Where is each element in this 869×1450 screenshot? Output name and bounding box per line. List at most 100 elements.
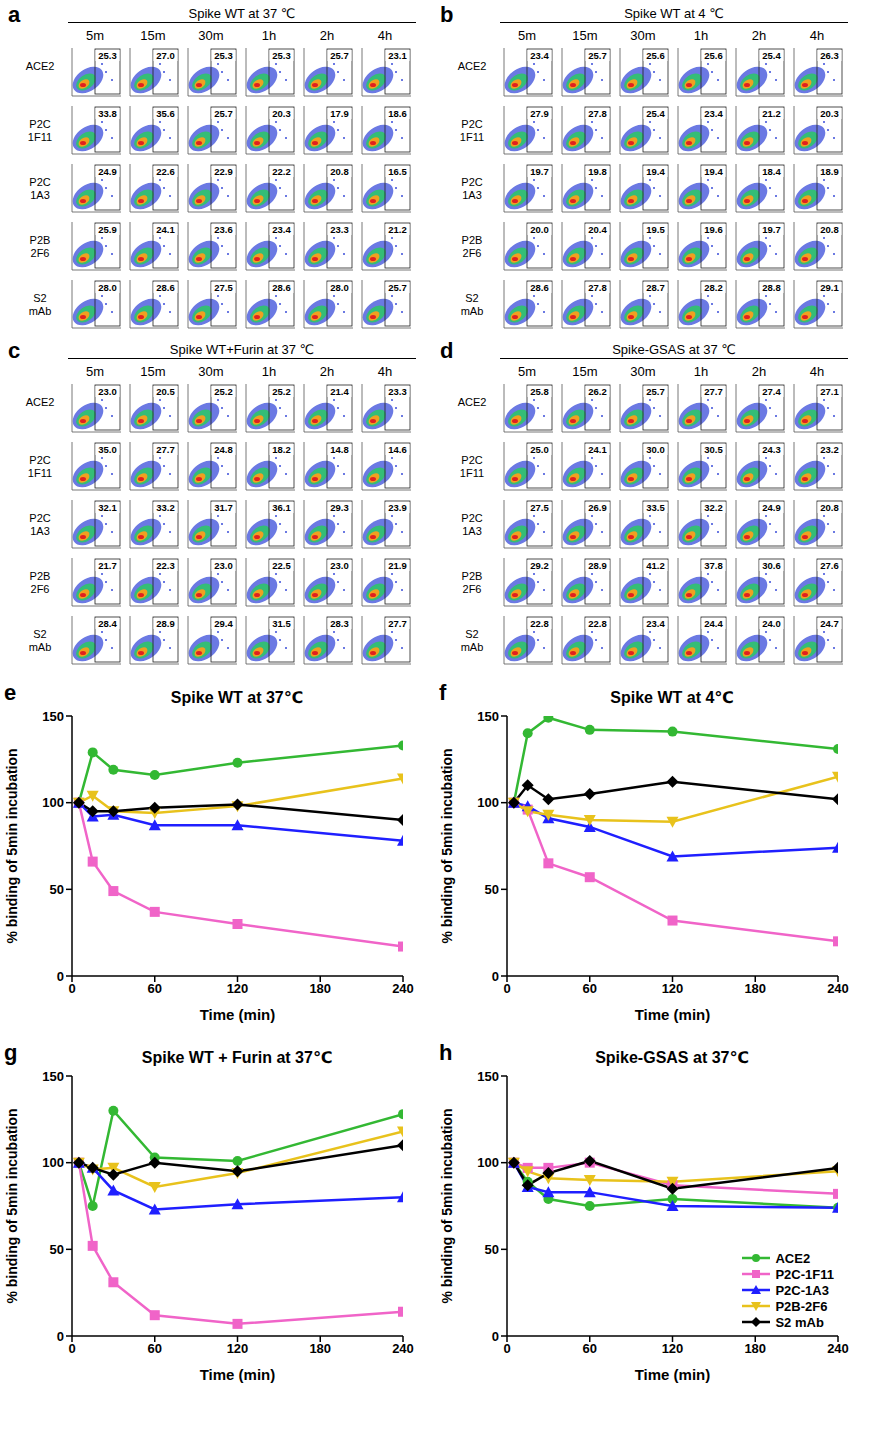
svg-text:23.3: 23.3	[388, 386, 407, 397]
svg-text:20.0: 20.0	[530, 224, 549, 235]
svg-text:% binding of 5min incubation: % binding of 5min incubation	[4, 748, 20, 943]
svg-text:120: 120	[227, 1341, 249, 1356]
svg-text:24.7: 24.7	[820, 618, 839, 629]
svg-text:0: 0	[492, 969, 499, 984]
svg-text:18.9: 18.9	[820, 166, 839, 177]
svg-text:32.1: 32.1	[98, 502, 117, 513]
svg-text:27.1: 27.1	[820, 386, 839, 397]
svg-text:24.9: 24.9	[98, 166, 117, 177]
svg-text:25.4: 25.4	[762, 50, 781, 61]
svg-text:20.5: 20.5	[156, 386, 175, 397]
svg-text:Time (min): Time (min)	[200, 1006, 276, 1023]
svg-text:29.3: 29.3	[330, 502, 349, 513]
svg-text:27.7: 27.7	[704, 386, 723, 397]
svg-text:25.3: 25.3	[98, 50, 117, 61]
svg-text:50: 50	[50, 1242, 64, 1257]
svg-text:25.9: 25.9	[98, 224, 117, 235]
svg-text:25.0: 25.0	[530, 444, 549, 455]
svg-text:27.7: 27.7	[156, 444, 175, 455]
svg-text:19.8: 19.8	[588, 166, 607, 177]
svg-text:150: 150	[42, 709, 64, 724]
svg-text:25.7: 25.7	[214, 108, 233, 119]
svg-text:20.3: 20.3	[820, 108, 839, 119]
svg-text:26.9: 26.9	[588, 502, 607, 513]
svg-text:60: 60	[583, 1341, 597, 1356]
svg-text:22.2: 22.2	[272, 166, 291, 177]
svg-text:23.4: 23.4	[704, 108, 723, 119]
svg-text:25.4: 25.4	[646, 108, 665, 119]
svg-text:19.5: 19.5	[646, 224, 665, 235]
svg-text:27.8: 27.8	[588, 282, 607, 293]
svg-text:32.2: 32.2	[704, 502, 723, 513]
svg-text:21.2: 21.2	[762, 108, 781, 119]
svg-text:21.4: 21.4	[330, 386, 349, 397]
svg-text:240: 240	[392, 981, 414, 996]
svg-text:0: 0	[57, 969, 64, 984]
svg-text:27.9: 27.9	[530, 108, 549, 119]
svg-text:41.2: 41.2	[646, 560, 665, 571]
svg-text:25.6: 25.6	[646, 50, 665, 61]
svg-text:23.9: 23.9	[388, 502, 407, 513]
svg-text:28.3: 28.3	[330, 618, 349, 629]
svg-text:25.6: 25.6	[704, 50, 723, 61]
svg-text:25.7: 25.7	[388, 282, 407, 293]
svg-text:20.8: 20.8	[820, 224, 839, 235]
svg-text:28.9: 28.9	[588, 560, 607, 571]
svg-text:60: 60	[148, 981, 162, 996]
svg-text:21.7: 21.7	[98, 560, 117, 571]
svg-text:25.7: 25.7	[330, 50, 349, 61]
svg-text:23.3: 23.3	[330, 224, 349, 235]
svg-text:28.6: 28.6	[156, 282, 175, 293]
svg-text:100: 100	[42, 1155, 64, 1170]
svg-text:28.6: 28.6	[530, 282, 549, 293]
svg-text:% binding of 5min incubation: % binding of 5min incubation	[439, 1108, 455, 1303]
svg-text:240: 240	[392, 1341, 414, 1356]
svg-text:36.1: 36.1	[272, 502, 291, 513]
svg-text:28.0: 28.0	[98, 282, 117, 293]
svg-text:18.6: 18.6	[388, 108, 407, 119]
svg-text:180: 180	[309, 981, 331, 996]
svg-text:60: 60	[583, 981, 597, 996]
svg-text:31.5: 31.5	[272, 618, 291, 629]
svg-text:240: 240	[827, 981, 849, 996]
svg-text:28.9: 28.9	[156, 618, 175, 629]
svg-text:25.2: 25.2	[272, 386, 291, 397]
svg-text:23.4: 23.4	[646, 618, 665, 629]
svg-text:Time (min): Time (min)	[635, 1006, 711, 1023]
svg-text:22.9: 22.9	[214, 166, 233, 177]
svg-text:22.8: 22.8	[530, 618, 549, 629]
svg-text:22.3: 22.3	[156, 560, 175, 571]
svg-text:0: 0	[503, 1341, 510, 1356]
svg-text:23.0: 23.0	[98, 386, 117, 397]
svg-text:14.8: 14.8	[330, 444, 349, 455]
svg-text:150: 150	[42, 1069, 64, 1084]
svg-text:31.7: 31.7	[214, 502, 233, 513]
svg-text:150: 150	[477, 709, 499, 724]
svg-text:33.5: 33.5	[646, 502, 665, 513]
svg-text:Time (min): Time (min)	[635, 1366, 711, 1383]
svg-text:180: 180	[309, 1341, 331, 1356]
svg-text:27.5: 27.5	[530, 502, 549, 513]
svg-text:24.1: 24.1	[588, 444, 607, 455]
svg-text:22.8: 22.8	[588, 618, 607, 629]
svg-text:27.5: 27.5	[214, 282, 233, 293]
svg-text:16.5: 16.5	[388, 166, 407, 177]
svg-text:28.7: 28.7	[646, 282, 665, 293]
svg-text:24.0: 24.0	[762, 618, 781, 629]
svg-text:27.6: 27.6	[820, 560, 839, 571]
svg-text:24.1: 24.1	[156, 224, 175, 235]
svg-text:30.0: 30.0	[646, 444, 665, 455]
svg-text:23.1: 23.1	[388, 50, 407, 61]
svg-text:25.7: 25.7	[588, 50, 607, 61]
svg-text:37.8: 37.8	[704, 560, 723, 571]
svg-text:24.3: 24.3	[762, 444, 781, 455]
svg-text:22.5: 22.5	[272, 560, 291, 571]
svg-text:35.6: 35.6	[156, 108, 175, 119]
svg-text:120: 120	[662, 981, 684, 996]
svg-text:29.4: 29.4	[214, 618, 233, 629]
svg-text:23.4: 23.4	[272, 224, 291, 235]
svg-text:14.6: 14.6	[388, 444, 407, 455]
svg-text:23.0: 23.0	[214, 560, 233, 571]
svg-text:21.9: 21.9	[388, 560, 407, 571]
svg-text:28.8: 28.8	[762, 282, 781, 293]
